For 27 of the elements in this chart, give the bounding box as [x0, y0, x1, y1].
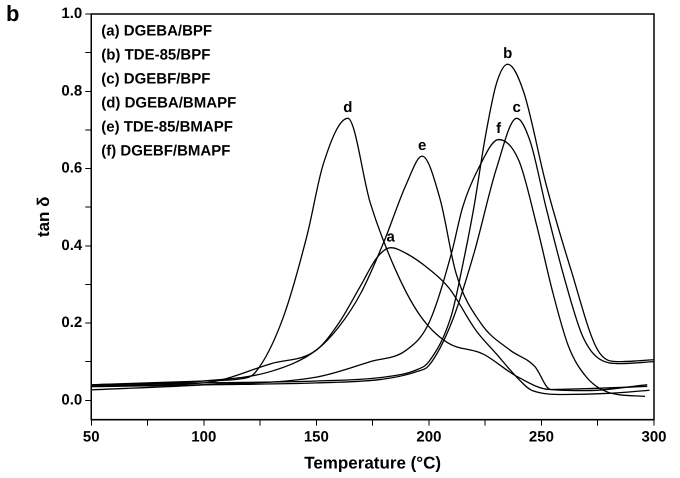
x-tick-label: 300 — [641, 428, 667, 446]
annotation: (a) DGEBA/BPF — [101, 22, 212, 40]
y-axis-title: tan δ — [34, 196, 53, 238]
series-label: a — [386, 228, 396, 246]
y-tick-label: 0.0 — [61, 391, 82, 408]
y-tick-label: 0.8 — [61, 82, 82, 100]
series-label: b — [503, 44, 512, 62]
x-tick-label: 250 — [528, 428, 554, 446]
y-tick-label: 0.4 — [61, 236, 83, 254]
x-tick-label: 50 — [82, 428, 100, 446]
annotation: (c) DGEBF/BPF — [101, 70, 210, 88]
series-label: e — [418, 136, 426, 154]
annotation: (d) DGEBA/BMAPF — [101, 94, 236, 112]
annotation: (e) TDE-85/BMAPF — [101, 118, 233, 136]
series-label: c — [512, 98, 521, 116]
annotation: (b) TDE-85/BPF — [101, 46, 210, 64]
series-label: f — [496, 120, 502, 138]
annotation: (f) DGEBF/BMAPF — [101, 142, 230, 160]
y-tick-label: 1.0 — [61, 5, 82, 22]
x-axis-title: Temperature (°C) — [304, 453, 442, 472]
x-tick-label: 150 — [304, 428, 329, 446]
y-tick-label: 0.6 — [61, 160, 82, 177]
series-label: d — [343, 98, 352, 116]
x-tick-label: 200 — [416, 428, 442, 446]
chart-title: b — [6, 1, 20, 26]
x-tick-label: 100 — [191, 428, 216, 446]
y-tick-label: 0.2 — [61, 314, 82, 332]
